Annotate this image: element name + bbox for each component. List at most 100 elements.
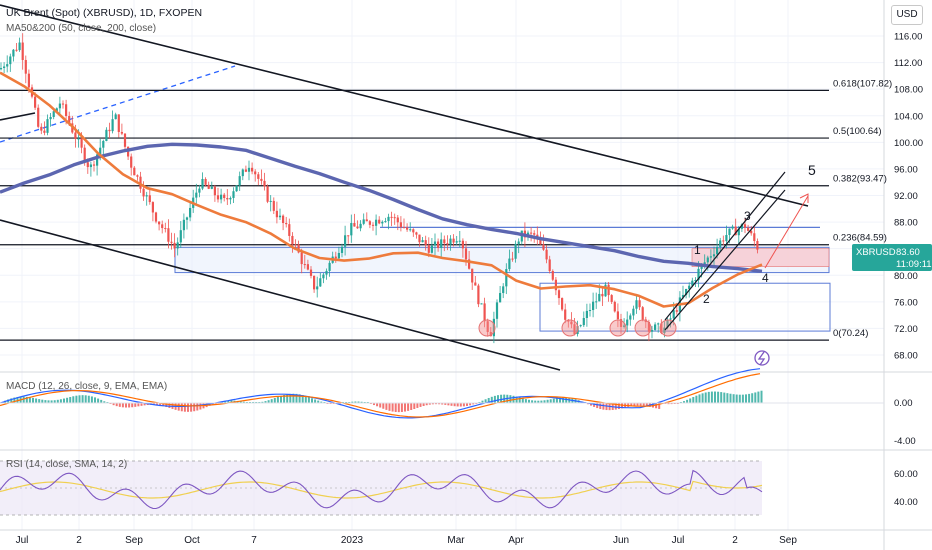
candle-body: [626, 319, 629, 326]
macd-histogram-bar: [521, 398, 524, 403]
candle-body: [722, 240, 725, 242]
macd-histogram-bar: [710, 391, 713, 403]
candle-body: [641, 307, 644, 320]
price-tag-value: 83.60: [896, 247, 920, 258]
candle-body: [145, 195, 148, 197]
rsi-tick-label: 60.00: [894, 469, 918, 480]
candle-body: [387, 216, 390, 222]
macd-histogram-bar: [707, 391, 710, 403]
macd-histogram-bar: [760, 390, 763, 403]
candle-body: [725, 234, 728, 242]
candle-body: [557, 290, 561, 299]
candle-body: [322, 274, 325, 279]
candle-body: [607, 284, 610, 296]
candle-body: [74, 132, 77, 140]
macd-histogram-bar: [726, 393, 729, 403]
candle-body: [570, 321, 573, 325]
candle-body: [393, 217, 396, 219]
candle-body: [551, 271, 554, 280]
macd-histogram-bar: [298, 394, 301, 403]
macd-histogram-bar: [97, 398, 100, 403]
macd-histogram-bar: [289, 393, 292, 403]
macd-histogram-bar: [738, 394, 741, 403]
price-tag-countdown: 11:09:11: [896, 259, 932, 270]
candle-body: [210, 186, 213, 189]
candle-body: [402, 227, 406, 229]
rsi-indicator-label[interactable]: RSI (14, close, SMA, 14, 2): [6, 459, 128, 470]
candle-body: [691, 280, 694, 286]
candle-body: [179, 230, 182, 243]
candle-body: [464, 248, 468, 260]
macd-histogram-bar: [44, 400, 47, 403]
candle-body: [164, 228, 167, 230]
fib-level-label: 0.382(93.47): [833, 174, 887, 185]
currency-button[interactable]: USD: [891, 5, 923, 25]
rising-channel-lower: [664, 189, 786, 331]
macd-histogram-bar: [729, 393, 732, 403]
candle-body: [573, 324, 576, 335]
ma50-line: [0, 71, 763, 308]
candle-body: [213, 186, 216, 196]
candle-body: [12, 49, 15, 57]
candle-body: [58, 103, 61, 109]
candle-body: [505, 269, 508, 287]
candle-body: [675, 310, 678, 312]
candle-body: [712, 254, 716, 257]
candle-body: [685, 288, 688, 295]
candle-body: [613, 301, 616, 312]
macd-histogram-bar: [596, 403, 599, 409]
macd-histogram-bar: [307, 397, 310, 403]
macd-histogram-bar: [50, 400, 53, 403]
macd-histogram-bar: [78, 395, 81, 403]
macd-histogram-bar: [602, 403, 605, 410]
candle-body: [688, 285, 691, 289]
candle-body: [207, 184, 210, 189]
candle-body: [347, 235, 350, 237]
candle-body: [579, 325, 582, 327]
fib-level-label: 0.5(100.64): [833, 126, 882, 137]
macd-histogram-bar: [140, 403, 143, 406]
macd-histogram-bar: [428, 403, 431, 405]
macd-histogram-bar: [304, 395, 307, 403]
candle-body: [582, 318, 585, 326]
bottom-marker-circle: [634, 319, 652, 337]
macd-indicator-label[interactable]: MACD (12, 26, close, 9, EMA, EMA): [6, 381, 168, 392]
candle-body: [371, 224, 375, 226]
candle-body: [449, 238, 452, 245]
macd-histogram-bar: [528, 399, 530, 403]
candle-body: [46, 119, 49, 133]
macd-histogram-bar: [459, 403, 462, 407]
macd-histogram-bar: [128, 403, 131, 408]
time-tick-label: Sep: [779, 535, 797, 546]
candle-body: [201, 178, 204, 189]
macd-histogram-bar: [314, 399, 317, 403]
macd-histogram-bar: [636, 403, 639, 406]
macd-histogram-bar: [183, 403, 186, 412]
candle-body: [185, 217, 189, 220]
chart-annotations-back: [0, 4, 831, 371]
macd-histogram-bar: [72, 396, 75, 403]
macd-histogram-bar: [388, 403, 391, 411]
wave-label: 5: [808, 162, 816, 178]
macd-histogram-bar: [404, 403, 406, 412]
candle-body: [99, 147, 102, 155]
candle-body: [533, 233, 536, 235]
fib-level-label: 0(70.24): [833, 328, 868, 339]
candle-body: [294, 244, 297, 246]
macd-histogram-bar: [546, 399, 549, 403]
candle-body: [353, 223, 356, 227]
candle-body: [86, 162, 89, 168]
macd-histogram-bar: [431, 403, 434, 405]
macd-histogram-bar: [509, 395, 512, 403]
ma-indicator-label[interactable]: MA50&200 (50, close, 200, close): [6, 23, 157, 34]
macd-histogram-bar: [267, 400, 270, 403]
macd-histogram-bar: [748, 393, 751, 403]
macd-histogram-bar: [276, 396, 279, 403]
candle-body: [133, 167, 136, 176]
macd-histogram-bar: [382, 403, 385, 409]
macd-histogram-bar: [224, 400, 227, 403]
candle-body: [309, 269, 313, 276]
candle-body: [734, 226, 737, 236]
macd-histogram-bar: [593, 403, 596, 407]
